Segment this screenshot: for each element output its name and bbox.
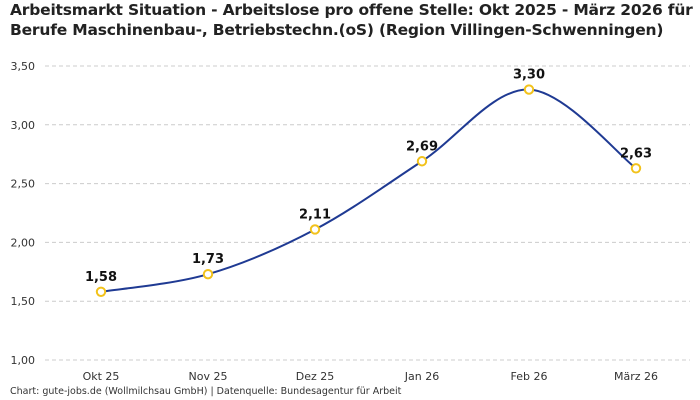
data-point-marker bbox=[202, 268, 214, 280]
x-tick-label: Nov 25 bbox=[189, 370, 228, 383]
data-label: 2,11 bbox=[299, 207, 331, 222]
chart-title-line-2: Berufe Maschinenbau-, Betriebstechn.(oS)… bbox=[10, 21, 664, 39]
chart-source-note: Chart: gute-jobs.de (Wollmilchsau GmbH) … bbox=[10, 386, 402, 397]
y-tick-label: 3,50 bbox=[11, 60, 36, 73]
data-label: 3,30 bbox=[513, 68, 545, 83]
x-tick-label: Okt 25 bbox=[83, 370, 120, 383]
series-line-path bbox=[100, 88, 637, 293]
data-labels: 1,58 1,73 2,11 2,69 3,30 2,63 bbox=[85, 68, 652, 285]
y-tick-label: 3,00 bbox=[11, 119, 36, 132]
chart-title-line-1: Arbeitsmarkt Situation - Arbeitslose pro… bbox=[10, 1, 693, 19]
y-tick-label: 1,50 bbox=[11, 295, 36, 308]
chart-title: Arbeitsmarkt Situation - Arbeitslose pro… bbox=[10, 0, 693, 40]
x-tick-label: Jan 26 bbox=[404, 370, 439, 383]
x-axis-ticks: Okt 25 Nov 25 Dez 25 Jan 26 Feb 26 März 26 bbox=[83, 370, 658, 383]
data-label: 2,69 bbox=[406, 139, 438, 154]
x-tick-label: Dez 25 bbox=[296, 370, 335, 383]
data-point-marker bbox=[95, 286, 107, 297]
data-point-marker bbox=[416, 156, 428, 167]
y-tick-label: 1,00 bbox=[11, 354, 36, 367]
x-tick-label: März 26 bbox=[614, 370, 658, 383]
y-axis-ticks: 1,00 1,50 2,00 2,50 3,00 3,50 bbox=[11, 60, 36, 367]
data-point-marker bbox=[309, 224, 321, 235]
data-label: 2,63 bbox=[620, 146, 652, 161]
data-markers bbox=[95, 84, 642, 297]
data-point-marker bbox=[523, 84, 535, 95]
data-label: 1,58 bbox=[85, 270, 117, 285]
x-tick-label: Feb 26 bbox=[511, 370, 548, 383]
y-tick-label: 2,50 bbox=[11, 178, 36, 191]
data-label: 1,73 bbox=[192, 252, 224, 267]
series-line bbox=[100, 88, 637, 293]
grid-lines bbox=[45, 65, 690, 361]
y-tick-label: 2,00 bbox=[11, 236, 36, 249]
data-point-marker bbox=[630, 163, 642, 174]
